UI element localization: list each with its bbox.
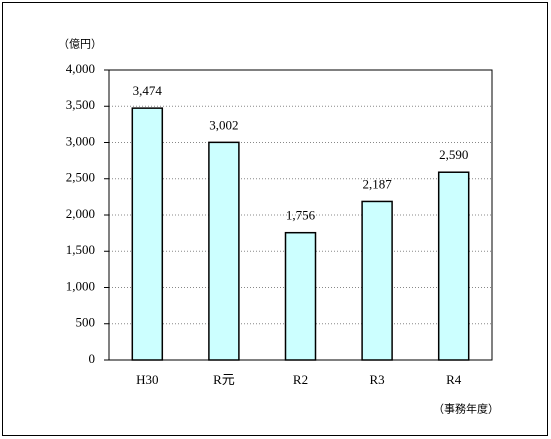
y-tick-label: 500 — [76, 315, 96, 330]
y-tick-label: 3,500 — [66, 97, 95, 112]
data-label: 2,590 — [439, 147, 468, 162]
bar — [131, 107, 164, 361]
y-unit-label: （億円） — [58, 38, 102, 51]
x-tick-label: H30 — [136, 372, 158, 387]
y-tick-label: 4,000 — [66, 61, 95, 76]
x-tick-label: R3 — [370, 372, 385, 387]
x-tick-label: R2 — [293, 372, 308, 387]
y-tick-label: 1,500 — [66, 242, 95, 257]
bar — [284, 231, 317, 361]
bar — [361, 200, 393, 361]
y-tick-label: 3,000 — [66, 133, 95, 148]
y-tick-label: 2,000 — [66, 206, 95, 221]
data-label: 3,474 — [133, 83, 163, 98]
data-label: 1,756 — [286, 208, 316, 223]
x-unit-label: （事務年度） — [433, 402, 499, 416]
x-tick-label: R4 — [446, 372, 462, 387]
x-tick-label: R元 — [213, 372, 235, 387]
data-label: 2,187 — [362, 176, 392, 191]
bar — [437, 171, 470, 361]
y-tick-label: 0 — [89, 351, 96, 366]
bar — [208, 141, 240, 361]
y-tick-label: 1,000 — [66, 278, 95, 293]
data-label: 3,002 — [209, 117, 238, 132]
y-tick-label: 2,500 — [66, 170, 95, 185]
